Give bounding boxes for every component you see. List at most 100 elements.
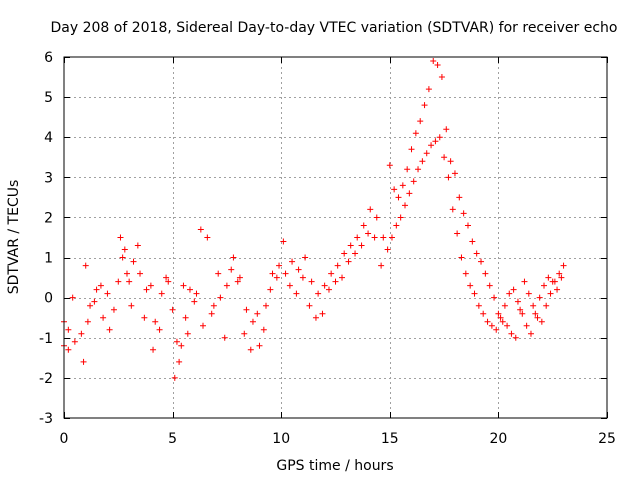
data-point [360,222,367,229]
data-point [97,282,104,289]
data-point [519,310,526,317]
data-point [445,174,452,181]
y-axis-label: SDTVAR / TECUs [6,180,22,295]
plot-frame [63,56,608,419]
data-point [130,258,137,265]
data-point [549,278,556,285]
data-point [545,274,552,281]
data-point [530,302,537,309]
data-point [499,318,506,325]
data-point [241,330,248,337]
data-point [334,262,341,269]
data-point [156,326,163,333]
data-point [269,270,276,277]
y-tick-label: 0 [44,291,53,307]
x-tick-label: 25 [598,431,616,447]
data-point [469,238,476,245]
data-point [243,306,250,313]
data-points [61,58,567,381]
x-tick-label: 15 [381,431,399,447]
series-track-a [61,58,567,349]
data-point [460,210,467,217]
data-point [447,158,454,165]
y-tick-label: 1 [44,251,53,267]
y-tick-label: 6 [44,50,53,66]
data-point [406,190,413,197]
data-point [106,326,113,333]
y-tick-label: 2 [44,210,53,226]
data-point [163,274,170,281]
data-point [395,194,402,201]
data-point [386,162,393,169]
data-point [169,306,176,313]
data-point [176,358,183,365]
x-tick-label: 10 [272,431,290,447]
data-point [388,234,395,241]
data-point [397,214,404,221]
data-point [117,234,124,241]
data-point [475,302,482,309]
data-point [221,334,228,341]
data-point [104,290,111,297]
data-point [186,286,193,293]
data-point [289,258,296,265]
data-point [428,142,435,149]
data-point [354,234,361,241]
data-point [223,282,230,289]
data-point [126,278,133,285]
data-point [488,322,495,329]
data-point [215,270,222,277]
data-point [321,282,328,289]
data-point [69,294,76,301]
data-point [191,298,198,305]
data-point [93,286,100,293]
data-point [325,286,332,293]
data-point [560,262,567,269]
data-point [347,242,354,249]
data-point [501,302,508,309]
data-point [328,270,335,277]
data-point [547,290,554,297]
data-point [171,374,178,381]
data-point [367,206,374,213]
data-point [260,326,267,333]
data-point [341,250,348,257]
data-point [134,242,141,249]
data-point [495,310,502,317]
data-point [182,314,189,321]
data-point [532,310,539,317]
data-point [456,194,463,201]
data-point [204,234,211,241]
x-axis-label: GPS time / hours [276,458,393,474]
data-point [478,258,485,265]
data-point [280,238,287,245]
data-point [438,74,445,81]
axis-ticks: 0 5 10 15 20 25 -3 -2 -1 0 1 2 3 4 5 6 [39,50,616,447]
data-point [345,258,352,265]
data-point [558,274,565,281]
data-point [506,290,513,297]
data-point [497,314,504,321]
data-point [525,290,532,297]
data-point [419,158,426,165]
data-point [306,302,313,309]
data-point [417,118,424,125]
data-point [119,254,126,261]
data-point [147,282,154,289]
data-point [87,302,94,309]
y-tick-label: 4 [44,130,53,146]
data-point [378,262,385,269]
data-point [536,294,543,301]
data-point [380,234,387,241]
data-point [543,302,550,309]
data-point [432,138,439,145]
data-point [319,310,326,317]
data-point [128,302,135,309]
data-point [534,314,541,321]
data-point [514,298,521,305]
data-point [556,270,563,277]
data-point [312,314,319,321]
data-point [512,334,519,341]
data-point [464,222,471,229]
